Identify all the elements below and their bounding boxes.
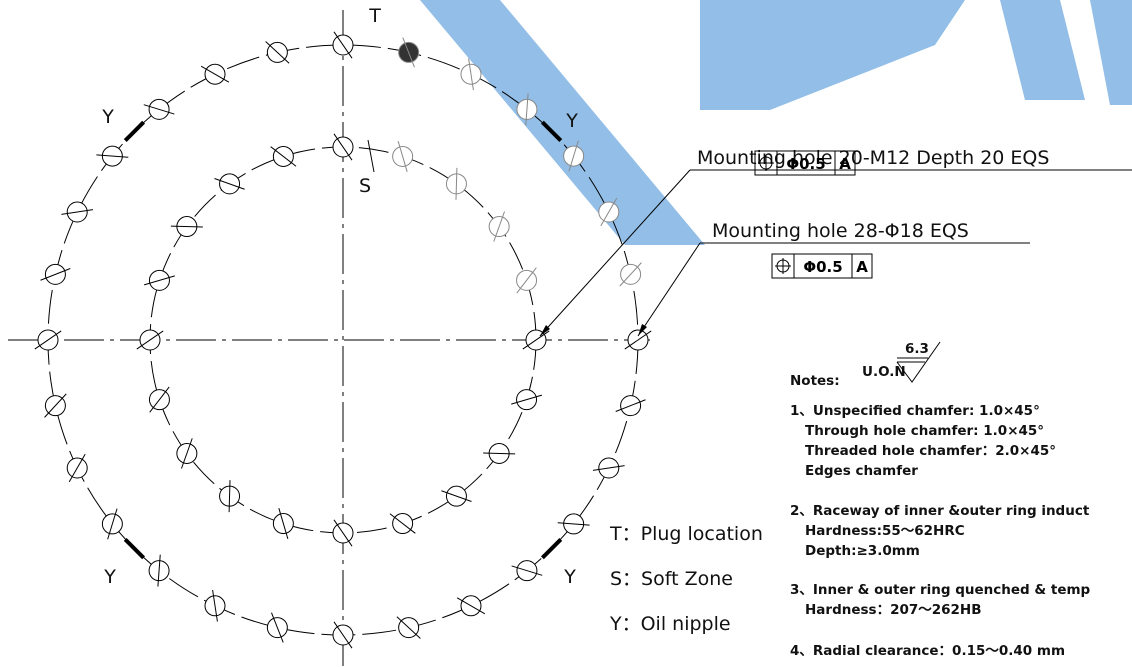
- label-y: Y: [565, 110, 578, 132]
- hole-mark: [624, 330, 652, 350]
- hole-mark: [456, 597, 486, 615]
- hole-mark: [181, 438, 193, 469]
- hole-mark: [149, 386, 170, 413]
- note-line: 2、Raceway of inner &outer ring induct: [790, 503, 1090, 519]
- arrow: [540, 325, 550, 336]
- hole-mark: [271, 612, 284, 643]
- hole-mark: [278, 508, 289, 540]
- hole-mark: [40, 268, 71, 281]
- oil-nipple: [540, 120, 563, 143]
- hole-mark: [157, 554, 161, 587]
- hole-mark: [592, 465, 625, 471]
- hole-mark: [333, 621, 353, 649]
- hole-mark: [441, 490, 472, 502]
- hole-mark: [333, 133, 353, 161]
- note-line: 3、Inner & outer ring quenched & temp: [790, 582, 1091, 598]
- hole-mark: [397, 140, 408, 172]
- note-line: Threaded hole chamfer：2.0×45°: [805, 443, 1056, 459]
- hole-mark: [511, 565, 543, 576]
- label-y: Y: [103, 566, 116, 588]
- tolerance-frame: [754, 150, 856, 176]
- hole-mark: [34, 330, 62, 350]
- uon: U.O.N: [862, 364, 906, 380]
- hole-mark: [143, 275, 175, 286]
- note-line: Depth:≥3.0mm: [805, 543, 920, 559]
- leader: [637, 242, 701, 337]
- datum: A: [839, 155, 851, 173]
- label-y: Y: [563, 566, 576, 588]
- callout-text: Mounting hole 28-Φ18 EQS: [712, 220, 969, 242]
- hole-mark: [455, 167, 458, 200]
- hole-mark: [511, 394, 543, 405]
- hole-mark: [483, 452, 516, 455]
- legend-item: Y：Oil nipple: [609, 613, 731, 635]
- legend-item: S：Soft Zone: [610, 568, 733, 590]
- hole-mark: [107, 508, 118, 540]
- datum: A: [856, 258, 868, 276]
- hole-mark: [143, 104, 175, 115]
- hole-mark: [333, 31, 353, 59]
- hole-mark: [568, 140, 579, 172]
- label-s: S: [359, 175, 371, 197]
- hole-mark: [270, 146, 297, 167]
- tolerance-frame: [771, 253, 873, 279]
- hole-mark: [68, 453, 86, 483]
- hole-mark: [389, 513, 416, 534]
- hole-mark: [228, 480, 231, 513]
- label-y: Y: [101, 106, 114, 128]
- note-line: 4、Radial clearance：0.15～0.40 mm: [790, 643, 1065, 659]
- note-line: Through hole chamfer: 1.0×45°: [805, 423, 1044, 439]
- hole-mark: [516, 267, 537, 294]
- hole-mark: [136, 330, 164, 350]
- oil-nipple: [123, 537, 146, 560]
- hole-mark: [44, 393, 67, 418]
- watermark: [420, 0, 1132, 245]
- roughness-symbol: [896, 341, 941, 383]
- oil-nipple: [123, 120, 146, 143]
- hole-mark: [600, 197, 618, 227]
- hole-mark: [525, 93, 529, 126]
- hole-mark: [200, 65, 230, 83]
- hole-mark: [615, 399, 646, 412]
- notes-title: Notes:: [790, 373, 840, 389]
- hole-mark: [265, 41, 290, 64]
- note-line: 1、Unspecified chamfer: 1.0×45°: [790, 403, 1040, 419]
- hole-mark: [333, 519, 353, 547]
- soft-zone-mark: [367, 139, 375, 173]
- hole-mark: [493, 211, 505, 242]
- hole-mark: [96, 154, 129, 158]
- roughness: 6.3: [905, 341, 929, 357]
- legend-item: T：Plug location: [609, 523, 763, 545]
- label-t: T: [368, 5, 381, 27]
- callout-text: Mounting hole 20-M12 Depth 20 EQS: [697, 147, 1049, 169]
- note-line: Hardness：207～262HB: [805, 602, 982, 618]
- tolerance: Φ0.5: [786, 155, 825, 173]
- hole-mark: [214, 178, 245, 190]
- hole-mark: [402, 37, 415, 68]
- arrow: [638, 324, 647, 336]
- note-line: Hardness:55～62HRC: [805, 523, 965, 539]
- tolerance: Φ0.5: [803, 258, 842, 276]
- hole-mark: [61, 209, 94, 215]
- hole-mark: [522, 330, 550, 350]
- oil-nipple: [540, 537, 563, 560]
- leader: [539, 169, 691, 337]
- hole-mark: [170, 225, 203, 228]
- hole-mark: [468, 58, 474, 91]
- hole-mark: [396, 616, 421, 639]
- note-line: Edges chamfer: [805, 463, 918, 479]
- hole-mark: [557, 522, 590, 526]
- hole-mark: [619, 262, 642, 287]
- hole-mark: [212, 589, 218, 622]
